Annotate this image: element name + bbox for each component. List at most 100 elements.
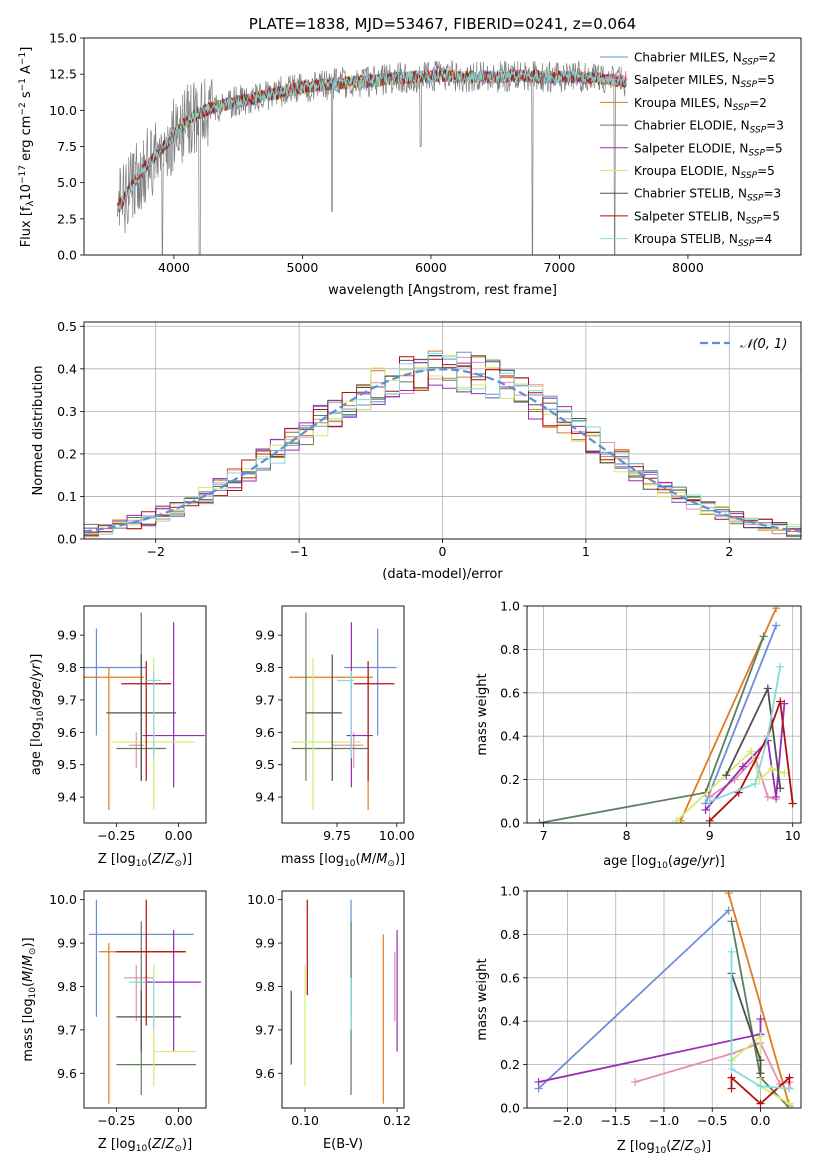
x-tick-label: −1 xyxy=(290,544,308,559)
y-tick-label: 9.7 xyxy=(57,692,77,707)
x-tick-label: 8000 xyxy=(672,260,704,275)
series-marker xyxy=(631,1077,640,1086)
series-line xyxy=(704,625,777,804)
y-tick-label: 0.4 xyxy=(57,361,77,376)
x-tick-label: 1 xyxy=(582,544,590,559)
series-marker xyxy=(727,947,736,956)
y-tick-label: 0.2 xyxy=(57,446,77,461)
series-marker xyxy=(772,621,781,630)
y-axis-label: mass [log10(M/M⊙)] xyxy=(21,937,38,1061)
series-marker xyxy=(780,769,789,778)
y-tick-label: 10.0 xyxy=(49,103,77,118)
y-tick-label: 9.4 xyxy=(57,790,77,805)
series-line xyxy=(537,909,730,1090)
series-line xyxy=(709,666,782,803)
y-tick-label: 9.7 xyxy=(57,1022,77,1037)
x-tick-label: 10 xyxy=(785,828,801,843)
legend-entry: Kroupa STELIB, NSSP=4 xyxy=(634,232,772,249)
x-axis-label: Z [log10(Z/Z⊙)] xyxy=(617,1139,711,1156)
spectrum-data-line xyxy=(117,60,627,255)
series-marker xyxy=(724,906,733,915)
series-marker xyxy=(772,792,781,801)
line-body xyxy=(534,891,794,1108)
series-line xyxy=(727,892,791,1107)
x-axis-label: Z [log10(Z/Z⊙)] xyxy=(98,852,192,869)
axes-frame xyxy=(526,890,802,1109)
panel-residuals: −2 −1 0 1 2 0.0 0.1 0.2 0.3 0.4 0.5 𝒩(0, 1) (data-mo… xyxy=(31,319,802,582)
x-tick-label: 0 xyxy=(439,544,447,559)
x-tick-label: 8 xyxy=(623,828,631,843)
y-tick-label: 0.3 xyxy=(57,404,77,419)
series-marker xyxy=(727,1073,736,1082)
x-axis-label: mass [log10(M/M⊙)] xyxy=(281,852,405,869)
y-tick-label: 5.0 xyxy=(57,175,77,190)
x-tick-label: 5000 xyxy=(287,260,319,275)
series-marker xyxy=(785,1099,794,1108)
series-marker xyxy=(788,799,797,808)
series-marker xyxy=(756,1015,765,1024)
y-tick-label: 0.8 xyxy=(500,927,520,942)
x-tick-label: 9 xyxy=(706,828,714,843)
panel-mass-vs-Z: −0.25 0.00 9.6 9.7 9.8 9.9 10.0 Z [log10(Z/Z⊙)]… xyxy=(21,890,207,1154)
x-tick-label: 9.75 xyxy=(323,828,351,843)
y-tick-label: 10.0 xyxy=(247,892,275,907)
panel-age-vs-Z: −0.25 0.00 9.4 9.5 9.6 9.7 9.8 9.9 Z [log10(Z/Z⊙… xyxy=(29,605,207,869)
y-tick-label: 0.0 xyxy=(500,816,520,831)
series-marker xyxy=(756,1082,765,1091)
legend-entry: Chabrier MILES, NSSP=2 xyxy=(634,51,776,68)
series-marker xyxy=(727,1064,736,1073)
y-tick-label: 9.8 xyxy=(57,979,77,994)
y-tick-label: 0.0 xyxy=(57,532,77,547)
y-tick-label: 0.6 xyxy=(500,970,520,985)
x-tick-label: −2 xyxy=(146,544,164,559)
errorbar-body xyxy=(84,612,205,811)
y-axis-label: age [log10(age/yr)] xyxy=(29,654,46,776)
series-marker xyxy=(763,792,772,801)
panel-weight-vs-age: 7 8 9 10 0.0 0.2 0.4 0.6 0.8 1.0 age [log10(age/yr… xyxy=(475,599,802,871)
panel-age-vs-mass: 9.75 10.00 9.4 9.5 9.6 9.7 9.8 9.9 mass [log10(M… xyxy=(255,605,415,869)
y-axis-label: Normed distribution xyxy=(31,366,46,496)
legend-entry: Kroupa MILES, NSSP=2 xyxy=(634,96,767,113)
errorbar-body xyxy=(289,612,397,811)
series-marker xyxy=(724,891,733,898)
series-marker xyxy=(780,699,789,708)
y-tick-label: 9.7 xyxy=(255,1022,275,1037)
y-tick-label: 0.4 xyxy=(500,1014,520,1029)
y-tick-label: 7.5 xyxy=(57,139,77,154)
series-marker xyxy=(701,805,710,814)
series-marker xyxy=(776,697,785,706)
series-marker xyxy=(756,1032,765,1041)
x-tick-label: −0.25 xyxy=(97,1113,135,1128)
histogram-body xyxy=(84,350,801,538)
series-line xyxy=(675,749,785,822)
series-marker xyxy=(759,632,768,641)
series-marker xyxy=(535,819,544,823)
series-line xyxy=(730,951,790,1090)
series-marker xyxy=(772,606,781,613)
series-marker xyxy=(727,1084,736,1093)
series-marker xyxy=(763,684,772,693)
legend-entry: 𝒩(0, 1) xyxy=(740,337,787,352)
axes-frame xyxy=(281,605,405,824)
y-tick-label: 10.0 xyxy=(49,892,77,907)
axes-frame xyxy=(83,605,207,824)
histogram-step-line xyxy=(84,356,801,533)
line-body xyxy=(535,606,797,823)
axes-frame xyxy=(281,890,405,1109)
series-marker xyxy=(756,1056,765,1065)
x-tick-label: −0.5 xyxy=(697,1113,727,1128)
panel-weight-vs-Z: −2.0 −1.5 −1.0 −0.5 0.0 0.0 0.2 0.4 0.6 0.8 1.0 Z [… xyxy=(475,884,802,1156)
x-tick-label: 0.00 xyxy=(165,1113,193,1128)
legend-entry: Salpeter STELIB, NSSP=5 xyxy=(634,209,780,226)
y-tick-label: 2.5 xyxy=(57,211,77,226)
y-tick-label: 9.5 xyxy=(57,757,77,772)
y-tick-label: 0.0 xyxy=(500,1101,520,1116)
legend-entry: Kroupa ELODIE, NSSP=5 xyxy=(634,164,775,181)
series-marker xyxy=(534,1077,543,1086)
spectrum-model-line xyxy=(116,68,627,210)
axes-frame xyxy=(83,321,802,540)
series-marker xyxy=(747,747,756,756)
y-tick-label: 9.7 xyxy=(255,692,275,707)
legend-entry: Salpeter MILES, NSSP=5 xyxy=(634,73,775,90)
